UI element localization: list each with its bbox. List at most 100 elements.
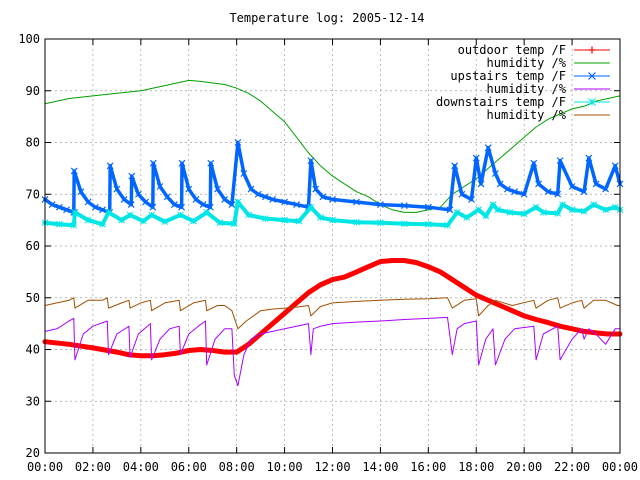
data-point <box>532 203 540 211</box>
data-point <box>216 219 224 227</box>
data-point <box>126 211 134 219</box>
data-point <box>214 185 221 193</box>
data-point <box>588 72 596 80</box>
data-point <box>203 209 211 216</box>
legend-label: downstairs temp /F <box>436 95 566 109</box>
data-point <box>77 188 85 196</box>
x-tick-label: 00:00 <box>27 460 63 474</box>
data-point <box>520 210 528 218</box>
series-line <box>44 79 621 213</box>
data-point <box>319 193 327 201</box>
y-tick-label: 40 <box>26 343 40 357</box>
data-point <box>161 218 169 226</box>
y-tick-label: 90 <box>26 84 40 98</box>
data-point <box>585 154 593 162</box>
series-1 <box>44 79 621 213</box>
data-point <box>511 188 519 196</box>
x-tick-label: 00:00 <box>602 460 638 474</box>
data-point <box>207 159 215 167</box>
data-point <box>463 214 471 221</box>
data-point <box>580 207 588 215</box>
x-tick-label: 08:00 <box>219 460 255 474</box>
data-point <box>84 198 92 206</box>
data-point <box>247 185 255 193</box>
data-point <box>400 202 408 210</box>
data-point <box>99 206 106 214</box>
data-point <box>84 216 92 224</box>
data-point <box>503 185 511 193</box>
data-point <box>234 139 242 146</box>
y-tick-label: 50 <box>26 291 40 305</box>
data-point <box>156 183 164 190</box>
x-tick-label: 16:00 <box>410 460 446 474</box>
data-point <box>451 162 459 170</box>
data-point <box>234 198 242 206</box>
data-point <box>281 216 288 224</box>
data-point <box>494 206 502 214</box>
data-point <box>262 215 269 222</box>
data-point <box>149 203 157 211</box>
data-point <box>163 193 171 201</box>
x-tick-label: 10:00 <box>267 460 303 474</box>
data-point <box>281 198 289 206</box>
data-point <box>113 185 121 193</box>
x-tick-label: 06:00 <box>171 460 207 474</box>
data-point <box>535 180 542 188</box>
data-point <box>295 217 303 225</box>
series-line <box>44 297 621 330</box>
y-tick-label: 70 <box>26 187 40 201</box>
x-tick-label: 04:00 <box>123 460 159 474</box>
series-line <box>44 316 621 387</box>
data-point <box>63 206 70 214</box>
data-point <box>472 154 480 162</box>
data-point <box>120 196 128 203</box>
data-point <box>446 206 454 214</box>
data-point <box>491 170 499 177</box>
data-point <box>554 190 562 198</box>
x-tick-label: 14:00 <box>362 460 398 474</box>
data-point <box>544 188 552 196</box>
data-point <box>424 220 432 228</box>
data-point <box>230 220 238 228</box>
data-point <box>312 185 320 193</box>
chart-title: Temperature log: 2005-12-14 <box>229 11 424 25</box>
data-point <box>177 211 184 219</box>
data-point <box>489 201 497 208</box>
series-0 <box>42 258 623 359</box>
data-point <box>496 180 504 188</box>
data-point <box>199 201 207 209</box>
data-point <box>307 157 315 165</box>
data-point <box>590 201 597 208</box>
data-point <box>261 193 269 201</box>
y-tick-label: 60 <box>26 239 40 253</box>
legend-label: humidity /% <box>487 56 567 70</box>
data-point <box>329 216 336 224</box>
x-tick-label: 02:00 <box>75 460 111 474</box>
data-point <box>580 188 588 196</box>
data-point <box>149 159 157 167</box>
data-point <box>56 220 63 228</box>
data-point <box>128 172 136 180</box>
data-point <box>245 211 252 219</box>
series-5 <box>44 297 621 330</box>
data-point <box>105 209 112 216</box>
data-point <box>559 201 566 208</box>
data-point <box>611 162 619 170</box>
data-point <box>48 201 56 209</box>
data-point <box>424 203 432 211</box>
series-4 <box>41 198 624 229</box>
data-point <box>91 203 99 211</box>
data-point <box>55 203 63 211</box>
data-point <box>377 219 384 227</box>
data-point <box>506 209 514 216</box>
data-point <box>135 190 142 198</box>
data-point <box>568 183 576 190</box>
data-point <box>588 98 596 106</box>
data-point <box>556 157 564 165</box>
legend-label: outdoor temp /F <box>458 43 566 57</box>
data-point <box>71 209 79 216</box>
data-point <box>477 180 485 188</box>
data-point <box>127 201 135 209</box>
x-tick-label: 12:00 <box>314 460 350 474</box>
